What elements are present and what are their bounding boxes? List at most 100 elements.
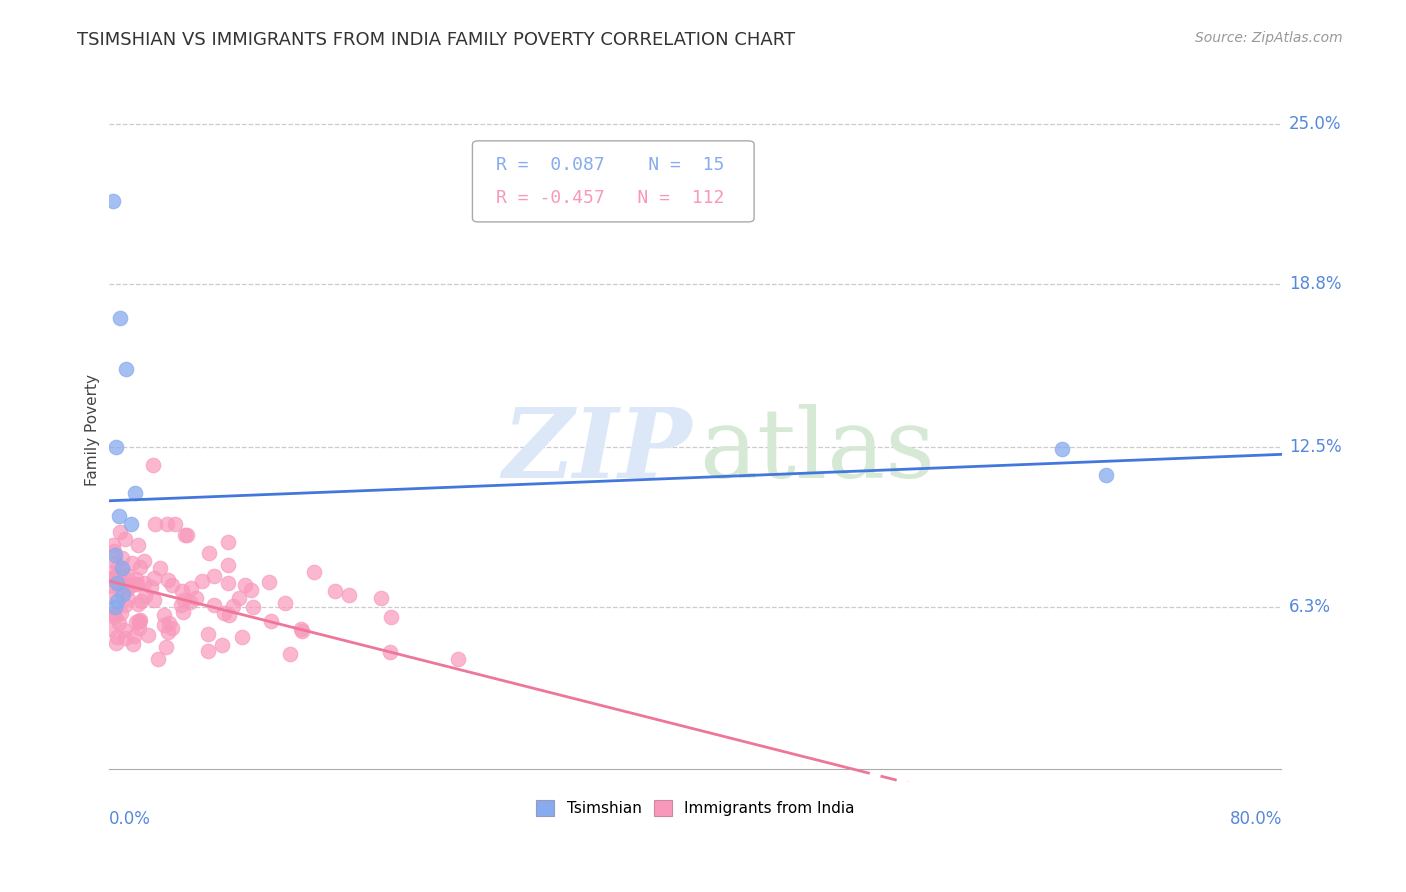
Point <box>380 645 402 659</box>
Point <box>157 625 180 640</box>
Point <box>179 595 201 609</box>
Point <box>152 607 174 622</box>
Point <box>129 613 152 627</box>
Point <box>211 639 233 653</box>
Point <box>125 615 148 629</box>
Text: ZIP: ZIP <box>502 404 692 498</box>
Point <box>160 578 183 592</box>
Point <box>152 617 174 632</box>
Point <box>103 599 125 614</box>
Point <box>218 608 240 623</box>
Point <box>104 440 127 454</box>
Point <box>127 597 149 611</box>
Point <box>143 593 166 607</box>
Point <box>176 528 198 542</box>
Point <box>202 569 225 583</box>
Point <box>122 629 145 643</box>
Point <box>134 576 156 591</box>
Point <box>172 583 194 598</box>
Point <box>98 572 121 586</box>
Point <box>242 600 264 615</box>
Point <box>170 598 193 612</box>
Point <box>101 574 124 588</box>
Point <box>114 598 136 612</box>
Point <box>134 554 156 568</box>
Point <box>260 614 283 628</box>
Point <box>134 589 156 603</box>
Point <box>114 631 136 645</box>
Point <box>115 577 138 591</box>
Point <box>280 647 302 661</box>
Point <box>127 538 149 552</box>
Point <box>103 548 125 562</box>
Point <box>212 606 235 620</box>
Point <box>104 569 127 583</box>
Point <box>117 591 139 606</box>
Point <box>380 610 402 624</box>
Point <box>110 310 132 325</box>
Point <box>162 621 184 635</box>
Legend: Tsimshian, Immigrants from India: Tsimshian, Immigrants from India <box>530 794 860 822</box>
Point <box>202 598 225 612</box>
Text: 80.0%: 80.0% <box>1230 810 1282 828</box>
Point <box>1050 442 1073 457</box>
Point <box>128 615 150 630</box>
Point <box>107 558 129 573</box>
Point <box>1095 467 1118 482</box>
Point <box>121 637 143 651</box>
Point <box>228 591 250 605</box>
Point <box>100 578 122 592</box>
Point <box>197 627 219 641</box>
Point <box>118 578 141 592</box>
Point <box>128 621 150 635</box>
Text: 6.3%: 6.3% <box>1289 598 1331 615</box>
Point <box>108 616 131 631</box>
Point <box>197 644 219 658</box>
Point <box>156 516 179 531</box>
Point <box>101 538 124 552</box>
Point <box>186 591 208 605</box>
Point <box>231 630 253 644</box>
Point <box>107 594 129 608</box>
Point <box>115 362 138 376</box>
Point <box>174 528 197 542</box>
Point <box>145 516 167 531</box>
Text: 12.5%: 12.5% <box>1289 438 1341 456</box>
Point <box>323 584 346 599</box>
Point <box>121 556 143 570</box>
Point <box>98 622 121 636</box>
Point <box>337 588 360 602</box>
Point <box>172 605 194 619</box>
Text: 25.0%: 25.0% <box>1289 115 1341 133</box>
Text: Source: ZipAtlas.com: Source: ZipAtlas.com <box>1195 31 1343 45</box>
Point <box>141 580 163 594</box>
Point <box>100 590 122 604</box>
Point <box>129 594 152 608</box>
Point <box>125 576 148 591</box>
Point <box>290 622 312 636</box>
Point <box>111 578 134 592</box>
Text: atlas: atlas <box>699 404 935 498</box>
Point <box>100 566 122 580</box>
Text: 18.8%: 18.8% <box>1289 275 1341 293</box>
Point <box>124 486 146 500</box>
Point <box>217 558 239 573</box>
Point <box>291 624 314 638</box>
Text: 0.0%: 0.0% <box>108 810 150 828</box>
Point <box>142 571 165 585</box>
Point <box>233 577 256 591</box>
Y-axis label: Family Poverty: Family Poverty <box>86 374 100 486</box>
Point <box>190 574 212 589</box>
Point <box>257 575 280 590</box>
Point <box>120 516 142 531</box>
Point <box>108 509 131 524</box>
Point <box>114 532 136 546</box>
Point <box>101 194 124 209</box>
Point <box>103 544 125 558</box>
Point <box>104 556 127 570</box>
Point <box>222 599 245 613</box>
Point <box>104 610 127 624</box>
Text: TSIMSHIAN VS IMMIGRANTS FROM INDIA FAMILY POVERTY CORRELATION CHART: TSIMSHIAN VS IMMIGRANTS FROM INDIA FAMIL… <box>77 31 796 49</box>
Point <box>115 568 138 582</box>
Point <box>125 572 148 586</box>
